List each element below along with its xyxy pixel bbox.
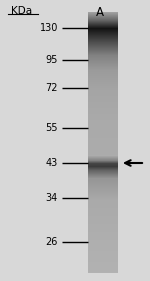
- Text: 72: 72: [45, 83, 58, 93]
- Text: A: A: [96, 6, 104, 19]
- Text: KDa: KDa: [11, 6, 33, 16]
- Text: 130: 130: [40, 23, 58, 33]
- Text: 26: 26: [46, 237, 58, 247]
- Text: 55: 55: [45, 123, 58, 133]
- Text: 34: 34: [46, 193, 58, 203]
- Text: 43: 43: [46, 158, 58, 168]
- Text: 95: 95: [46, 55, 58, 65]
